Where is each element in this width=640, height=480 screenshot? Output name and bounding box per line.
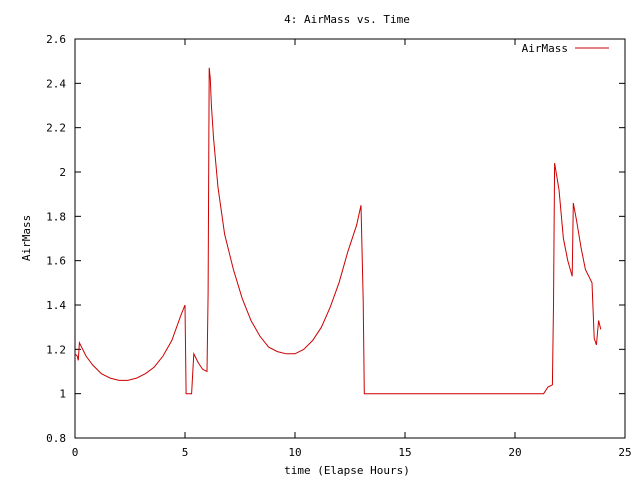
legend-entry-label: AirMass <box>522 42 568 55</box>
x-axis: 0 5 10 15 20 25 <box>72 39 632 459</box>
y-tick-label: 1.6 <box>46 255 66 268</box>
y-tick-label: 2 <box>59 166 66 179</box>
x-tick-label: 15 <box>398 446 411 459</box>
y-tick-label: 1.2 <box>46 343 66 356</box>
y-axis: 0.8 1 1.2 1.4 1.6 1.8 2 2.2 2.4 2.6 <box>46 33 625 445</box>
y-tick-label: 1.4 <box>46 299 66 312</box>
plot-frame <box>74 38 626 439</box>
x-tick-label: 5 <box>182 446 189 459</box>
x-tick-label: 0 <box>72 446 79 459</box>
x-tick-label: 10 <box>288 446 301 459</box>
y-tick-label: 1.8 <box>46 210 66 223</box>
y-tick-label: 1 <box>59 388 66 401</box>
y-tick-label: 2.6 <box>46 33 66 46</box>
series-line-airmass <box>74 67 602 395</box>
y-tick-label: 0.8 <box>46 432 66 445</box>
y-tick-label: 2.4 <box>46 77 66 90</box>
series-layer <box>74 67 602 395</box>
x-tick-label: 20 <box>508 446 521 459</box>
x-tick-label: 25 <box>618 446 631 459</box>
legend: AirMass <box>522 42 609 55</box>
y-tick-label: 2.2 <box>46 122 66 135</box>
x-axis-label: time (Elapse Hours) <box>284 464 410 477</box>
chart-title: 4: AirMass vs. Time <box>284 13 410 26</box>
y-axis-label: AirMass <box>20 215 33 261</box>
